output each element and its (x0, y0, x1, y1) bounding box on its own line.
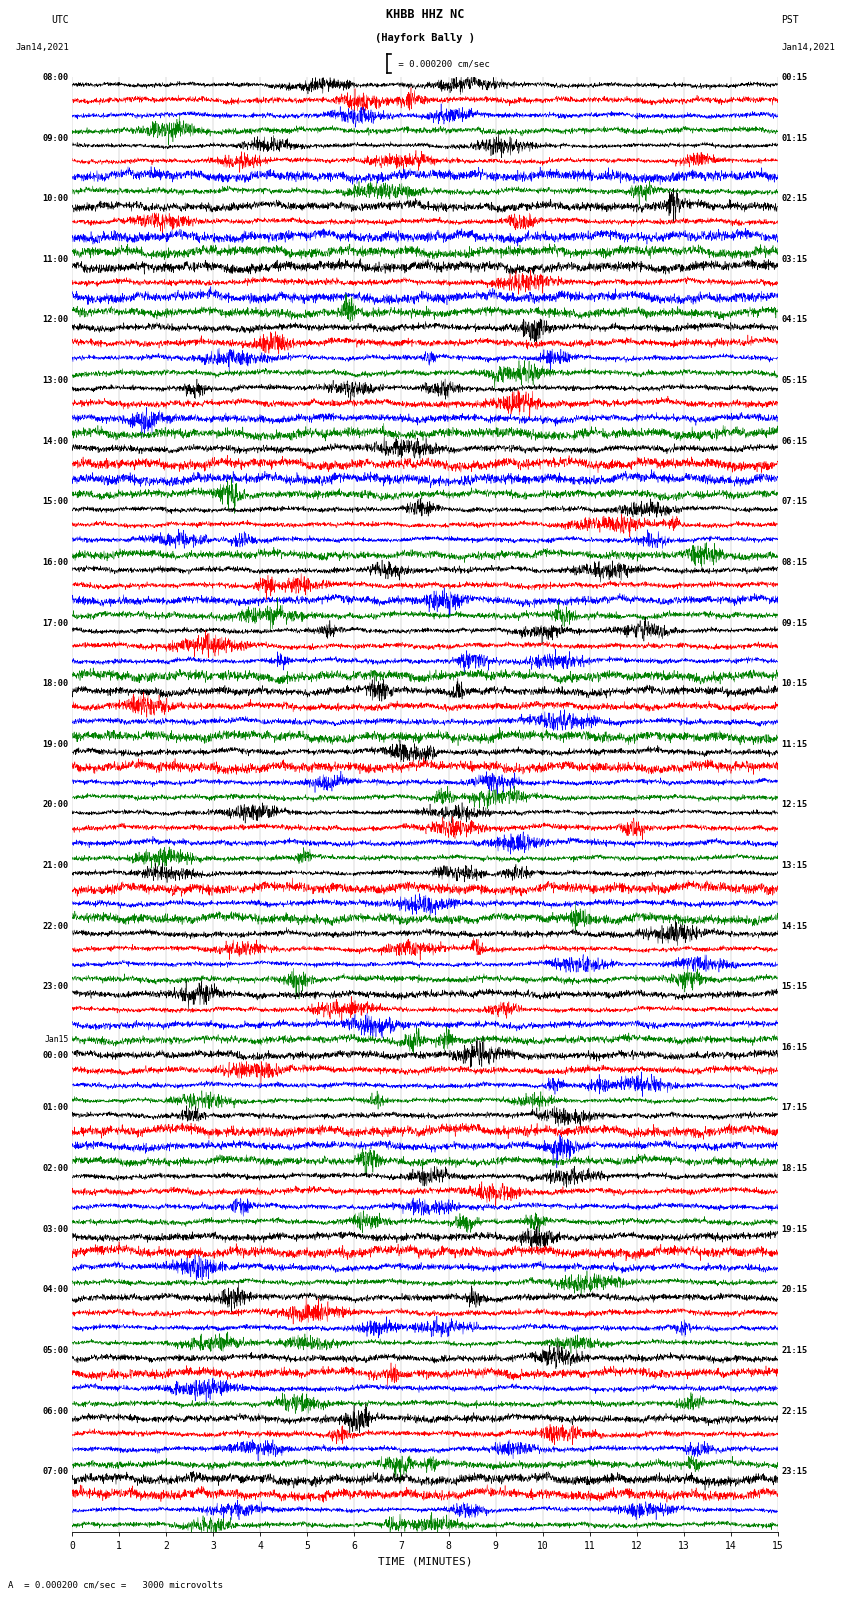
Text: 16:15: 16:15 (781, 1044, 807, 1052)
Text: 07:15: 07:15 (781, 497, 807, 506)
Text: 23:00: 23:00 (42, 982, 69, 992)
Text: KHBB HHZ NC: KHBB HHZ NC (386, 8, 464, 21)
Text: 04:00: 04:00 (42, 1286, 69, 1294)
Text: 20:00: 20:00 (42, 800, 69, 810)
Text: 05:00: 05:00 (42, 1345, 69, 1355)
Text: 00:15: 00:15 (781, 73, 807, 82)
Text: 10:00: 10:00 (42, 194, 69, 203)
Text: Jan15: Jan15 (44, 1036, 69, 1044)
Text: PST: PST (781, 16, 799, 26)
Text: 08:15: 08:15 (781, 558, 807, 566)
Text: 13:00: 13:00 (42, 376, 69, 386)
Text: 01:00: 01:00 (42, 1103, 69, 1113)
Text: 19:15: 19:15 (781, 1224, 807, 1234)
Text: 14:15: 14:15 (781, 921, 807, 931)
X-axis label: TIME (MINUTES): TIME (MINUTES) (377, 1557, 473, 1566)
Text: 04:15: 04:15 (781, 316, 807, 324)
Text: 03:00: 03:00 (42, 1224, 69, 1234)
Text: 06:15: 06:15 (781, 437, 807, 445)
Text: 01:15: 01:15 (781, 134, 807, 142)
Text: 09:00: 09:00 (42, 134, 69, 142)
Text: 18:15: 18:15 (781, 1165, 807, 1173)
Text: 12:00: 12:00 (42, 316, 69, 324)
Text: 10:15: 10:15 (781, 679, 807, 689)
Text: 03:15: 03:15 (781, 255, 807, 265)
Text: 09:15: 09:15 (781, 618, 807, 627)
Text: 15:00: 15:00 (42, 497, 69, 506)
Text: 12:15: 12:15 (781, 800, 807, 810)
Text: 02:00: 02:00 (42, 1165, 69, 1173)
Text: 19:00: 19:00 (42, 740, 69, 748)
Text: 18:00: 18:00 (42, 679, 69, 689)
Text: 14:00: 14:00 (42, 437, 69, 445)
Text: Jan14,2021: Jan14,2021 (15, 42, 69, 52)
Text: 11:15: 11:15 (781, 740, 807, 748)
Text: 17:15: 17:15 (781, 1103, 807, 1113)
Text: 22:00: 22:00 (42, 921, 69, 931)
Text: 15:15: 15:15 (781, 982, 807, 992)
Text: 05:15: 05:15 (781, 376, 807, 386)
Text: 08:00: 08:00 (42, 73, 69, 82)
Text: 17:00: 17:00 (42, 618, 69, 627)
Text: 00:00: 00:00 (42, 1050, 69, 1060)
Text: 02:15: 02:15 (781, 194, 807, 203)
Text: (Hayfork Bally ): (Hayfork Bally ) (375, 32, 475, 42)
Text: 06:00: 06:00 (42, 1407, 69, 1416)
Text: 20:15: 20:15 (781, 1286, 807, 1294)
Text: 21:00: 21:00 (42, 861, 69, 869)
Text: = 0.000200 cm/sec: = 0.000200 cm/sec (393, 60, 490, 68)
Text: 07:00: 07:00 (42, 1468, 69, 1476)
Text: 13:15: 13:15 (781, 861, 807, 869)
Text: 16:00: 16:00 (42, 558, 69, 566)
Text: A  = 0.000200 cm/sec =   3000 microvolts: A = 0.000200 cm/sec = 3000 microvolts (8, 1581, 224, 1589)
Text: 11:00: 11:00 (42, 255, 69, 265)
Text: UTC: UTC (51, 16, 69, 26)
Text: Jan14,2021: Jan14,2021 (781, 42, 835, 52)
Text: 21:15: 21:15 (781, 1345, 807, 1355)
Text: 22:15: 22:15 (781, 1407, 807, 1416)
Text: 23:15: 23:15 (781, 1468, 807, 1476)
